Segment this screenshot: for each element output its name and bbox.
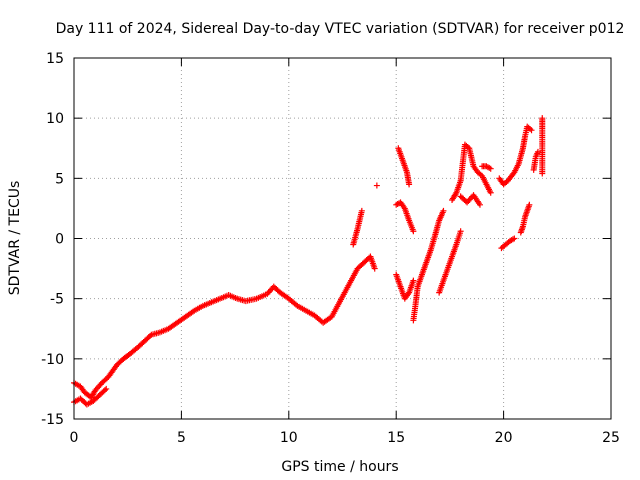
y-tick-label: 0 bbox=[55, 232, 64, 248]
x-tick-label: 5 bbox=[177, 430, 186, 446]
data-point bbox=[440, 207, 447, 214]
data-point bbox=[487, 165, 494, 172]
y-tick-label: -15 bbox=[41, 412, 64, 428]
data-point bbox=[528, 127, 535, 134]
data-points bbox=[71, 115, 546, 408]
x-axis-label: GPS time / hours bbox=[281, 459, 398, 475]
grid-lines bbox=[74, 58, 611, 419]
data-point bbox=[410, 277, 417, 284]
data-point bbox=[101, 387, 108, 394]
chart-title: Day 111 of 2024, Sidereal Day-to-day VTE… bbox=[56, 21, 625, 37]
data-point bbox=[487, 189, 494, 196]
data-point bbox=[410, 228, 417, 235]
y-axis-label: SDTVAR / TECUs bbox=[7, 181, 23, 296]
data-point bbox=[406, 181, 413, 188]
y-tick-label: 5 bbox=[55, 171, 64, 187]
y-tick-label: -5 bbox=[50, 292, 64, 308]
x-tick-label: 0 bbox=[70, 430, 79, 446]
x-tick-label: 20 bbox=[495, 430, 513, 446]
y-tick-label: -10 bbox=[41, 352, 64, 368]
data-point bbox=[103, 385, 110, 392]
axis-ticks: 0 5 10 15 20 25 -15 -10 -5 0 5 10 15 bbox=[41, 51, 620, 446]
data-point bbox=[534, 148, 541, 155]
x-tick-label: 10 bbox=[280, 430, 298, 446]
data-point bbox=[371, 265, 378, 272]
data-point bbox=[511, 235, 518, 242]
data-point bbox=[373, 182, 380, 189]
data-point bbox=[147, 332, 154, 339]
x-tick-label: 15 bbox=[387, 430, 405, 446]
x-tick-label: 25 bbox=[602, 430, 620, 446]
data-point bbox=[358, 207, 365, 214]
data-point bbox=[539, 170, 546, 177]
data-point bbox=[457, 228, 464, 235]
data-point bbox=[476, 201, 483, 208]
data-point bbox=[526, 201, 533, 208]
y-tick-label: 10 bbox=[46, 111, 64, 127]
y-tick-label: 15 bbox=[46, 51, 64, 67]
